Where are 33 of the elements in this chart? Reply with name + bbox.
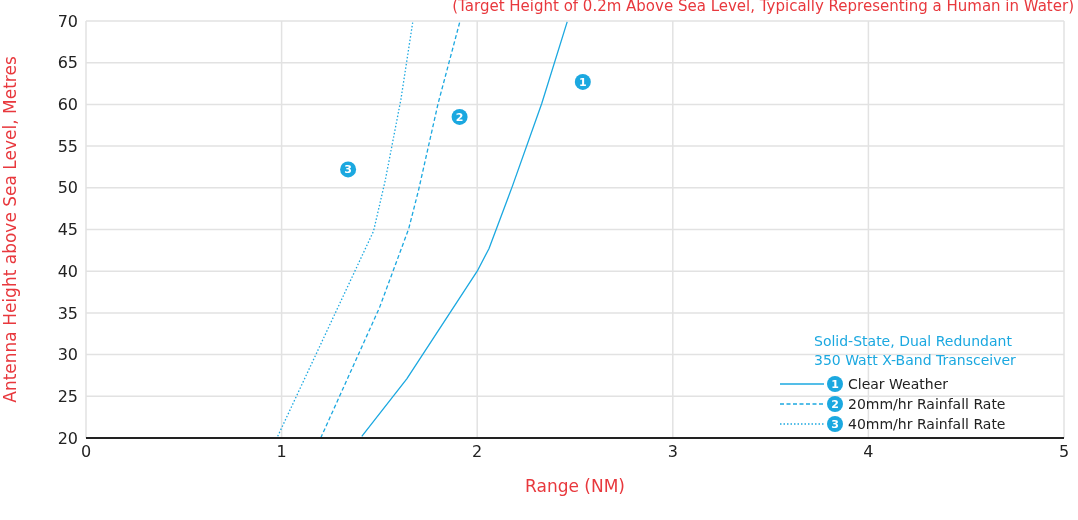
x-tick-label: 4 — [863, 442, 874, 462]
y-axis-title: Antenna Height above Sea Level, Metres — [0, 56, 21, 403]
legend-title: Solid-State, Dual Redundant 350 Watt X-Band Transceiver — [814, 332, 1017, 370]
y-tick-label: 20 — [57, 428, 78, 448]
y-tick-label: 70 — [57, 11, 78, 31]
y-tick-label: 65 — [57, 53, 78, 73]
x-tick-label: 5 — [1058, 442, 1070, 462]
y-tick-label: 60 — [57, 95, 78, 115]
y-tick-label: 30 — [57, 345, 78, 365]
line-series — [320, 22, 461, 438]
legend-label: 20mm/hr Rainfall Rate — [848, 396, 1006, 412]
text: 2 — [831, 398, 839, 411]
line-series — [361, 21, 568, 437]
y-tick-label: 25 — [57, 386, 78, 406]
line-series — [277, 22, 414, 437]
x-tick-label: 3 — [667, 442, 678, 462]
x-axis-title: Range (NM) — [525, 476, 625, 496]
x-tick-label: 0 — [80, 442, 92, 462]
annotation: 2 — [455, 110, 464, 124]
y-tick-label: 35 — [57, 303, 78, 323]
y-tick-label: 55 — [57, 136, 78, 156]
text: 1 — [831, 378, 839, 391]
legend-label: 40mm/hr Rainfall Rate — [848, 416, 1006, 432]
chart-subtitle: (Target Height of 0.2m Above Sea Level, Typically Representing a Human in Water) — [452, 0, 1074, 15]
text: 3 — [831, 418, 839, 431]
annotation: 1 — [579, 75, 587, 89]
y-tick-label: 50 — [57, 178, 78, 198]
legend-label: Clear Weather — [848, 376, 949, 392]
x-tick-label: 2 — [472, 442, 483, 462]
y-tick-label: 45 — [57, 220, 78, 240]
y-tick-label: 40 — [57, 261, 78, 281]
annotation: 3 — [344, 163, 352, 177]
x-tick-label: 1 — [276, 442, 287, 462]
